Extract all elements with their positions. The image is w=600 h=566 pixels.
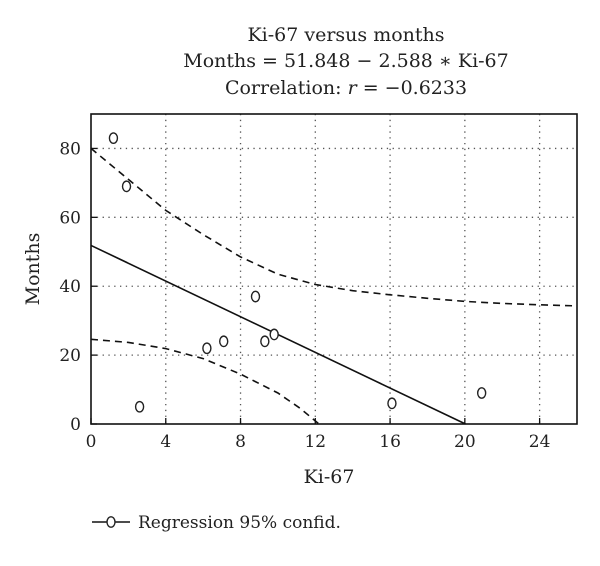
lower-confidence-band xyxy=(90,338,320,425)
x-tick-label: 20 xyxy=(454,432,476,452)
x-tick-label: 12 xyxy=(304,432,326,452)
chart-title-group: Ki-67 versus months Months = 51.848 − 2.… xyxy=(183,24,509,99)
confidence-bands xyxy=(90,147,578,425)
correlation-value: = −0.6233 xyxy=(357,77,467,99)
chart-title: Ki-67 versus months xyxy=(247,24,444,46)
y-tick-label: 0 xyxy=(70,415,81,435)
data-point xyxy=(387,397,397,410)
grid-layer xyxy=(91,114,577,424)
regression-equation: Months = 51.848 − 2.588 ∗ Ki-67 xyxy=(183,50,509,72)
data-point xyxy=(260,335,270,348)
data-point xyxy=(476,387,487,399)
correlation-prefix: Correlation: xyxy=(225,77,348,99)
y-tick-label: 40 xyxy=(59,277,81,297)
data-points xyxy=(108,132,487,413)
x-tick-label: 24 xyxy=(529,432,551,452)
legend: Regression 95% confid. xyxy=(92,513,341,533)
y-tick-label: 60 xyxy=(59,208,81,228)
y-tick-label: 20 xyxy=(59,346,81,366)
data-point xyxy=(250,290,261,303)
x-tick-label: 4 xyxy=(160,432,171,452)
x-axis-label: Ki-67 xyxy=(304,466,355,488)
y-axis-label: Months xyxy=(22,233,44,306)
data-point xyxy=(269,328,279,341)
correlation-text: Correlation: r = −0.6233 xyxy=(225,77,467,99)
y-tick-label: 80 xyxy=(59,139,81,159)
data-point xyxy=(219,335,229,348)
data-point xyxy=(121,180,132,193)
upper-confidence-band xyxy=(90,147,578,307)
correlation-symbol: r xyxy=(348,77,359,99)
x-tick-label: 16 xyxy=(379,432,401,452)
x-tick-label: 8 xyxy=(235,432,246,452)
legend-label: Regression 95% confid. xyxy=(138,513,341,533)
data-point xyxy=(108,132,119,145)
data-point xyxy=(202,342,212,355)
y-axis-ticks: 0 20 40 60 80 xyxy=(59,139,97,435)
data-point xyxy=(134,400,145,413)
x-axis-ticks: 0 4 8 12 16 20 24 xyxy=(86,418,551,452)
plot-frame xyxy=(90,113,578,425)
x-tick-label: 0 xyxy=(86,432,97,452)
legend-marker-icon xyxy=(106,516,116,528)
